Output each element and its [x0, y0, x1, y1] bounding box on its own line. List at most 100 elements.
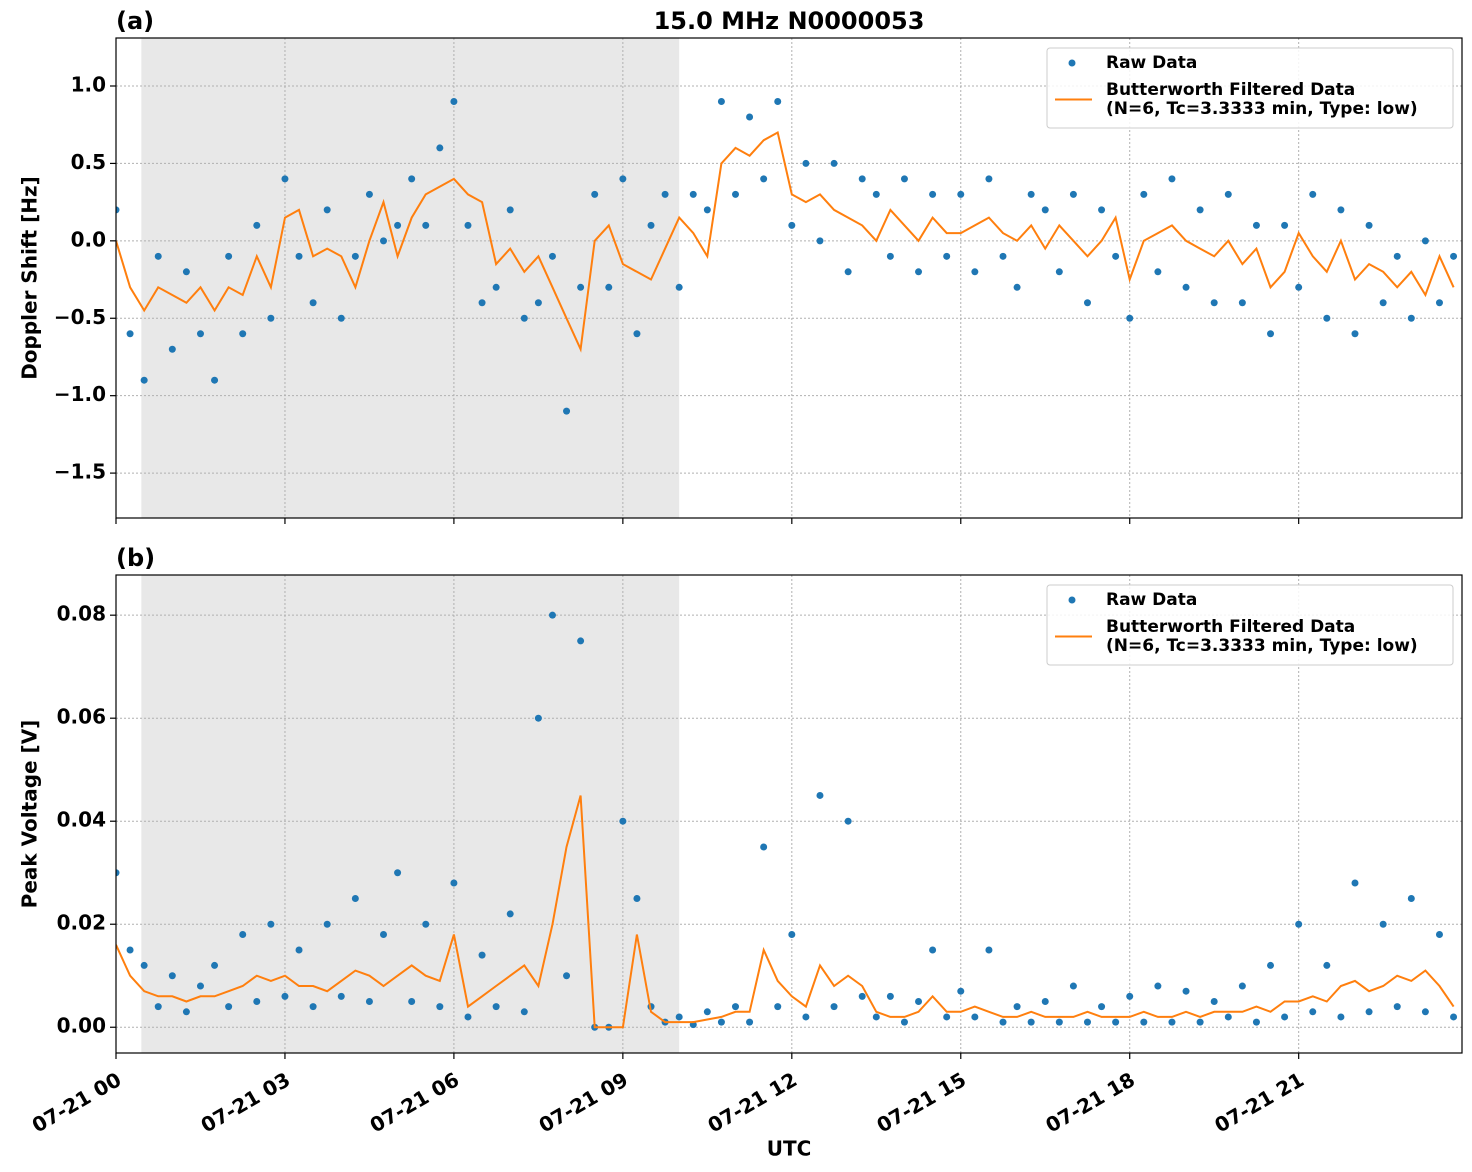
raw-point — [802, 1013, 810, 1021]
raw-point — [295, 946, 303, 954]
raw-point — [1027, 1018, 1035, 1026]
raw-point — [1154, 268, 1162, 276]
y-tick-label: 0.06 — [57, 705, 106, 729]
raw-point — [957, 987, 965, 995]
raw-point — [1140, 190, 1148, 198]
raw-point — [619, 175, 627, 183]
x-tick-label: 07-21 21 — [1210, 1067, 1308, 1137]
legend-label: Raw Data — [1106, 53, 1197, 73]
raw-point — [1365, 221, 1373, 229]
raw-point — [1126, 992, 1134, 1000]
x-tick-label: 07-21 15 — [872, 1067, 970, 1137]
raw-point — [450, 97, 458, 105]
raw-point — [1323, 314, 1331, 322]
raw-point — [844, 817, 852, 825]
raw-point — [281, 992, 289, 1000]
raw-point — [478, 951, 486, 959]
raw-point — [1351, 879, 1359, 887]
raw-point — [1041, 997, 1049, 1005]
raw-point — [1154, 982, 1162, 990]
raw-point — [225, 252, 233, 260]
raw-point — [295, 252, 303, 260]
raw-point — [1407, 314, 1415, 322]
raw-point — [1435, 931, 1443, 939]
raw-point — [985, 946, 993, 954]
raw-point — [116, 869, 120, 877]
raw-point — [492, 283, 500, 291]
raw-point — [675, 1013, 683, 1021]
raw-point — [675, 283, 683, 291]
raw-point — [957, 190, 965, 198]
x-tick-label: 07-21 03 — [197, 1067, 295, 1137]
raw-point — [267, 314, 275, 322]
raw-point — [703, 206, 711, 214]
raw-point — [380, 931, 388, 939]
raw-point — [239, 330, 247, 338]
raw-point — [1098, 206, 1106, 214]
raw-point — [1435, 299, 1443, 307]
raw-point — [872, 190, 880, 198]
raw-point — [1351, 330, 1359, 338]
y-tick-label: 0.00 — [57, 1014, 106, 1038]
raw-point — [746, 113, 754, 121]
raw-point — [1238, 982, 1246, 990]
raw-point — [731, 190, 739, 198]
x-tick-label: 07-21 06 — [366, 1067, 464, 1137]
raw-point — [1281, 221, 1289, 229]
y-tick-label: 0.5 — [71, 150, 106, 174]
raw-point — [647, 221, 655, 229]
raw-point — [211, 961, 219, 969]
raw-point — [1252, 221, 1260, 229]
raw-point — [1224, 190, 1232, 198]
y-tick-label: 1.0 — [71, 73, 106, 97]
panel-label: (a) — [116, 7, 154, 35]
x-axis-label: UTC — [767, 1137, 812, 1161]
raw-point — [211, 376, 219, 384]
axes-frame — [115, 574, 1463, 1054]
raw-point — [267, 920, 275, 928]
raw-point — [436, 144, 444, 152]
raw-point — [929, 190, 937, 198]
raw-point — [1013, 283, 1021, 291]
panel-label: (b) — [116, 544, 155, 572]
raw-point — [577, 637, 585, 645]
raw-point — [253, 221, 261, 229]
raw-point — [1393, 1003, 1401, 1011]
raw-point — [929, 946, 937, 954]
raw-point — [196, 330, 204, 338]
raw-point — [1379, 299, 1387, 307]
raw-point — [225, 1003, 233, 1011]
raw-point — [351, 894, 359, 902]
filtered-line — [116, 130, 1455, 353]
raw-point — [1069, 190, 1077, 198]
raw-point — [492, 1003, 500, 1011]
raw-point — [619, 817, 627, 825]
raw-point — [337, 992, 345, 1000]
raw-point — [365, 190, 373, 198]
raw-point — [943, 252, 951, 260]
raw-point — [661, 190, 669, 198]
x-tick-label: 07-21 00 — [28, 1067, 126, 1137]
raw-point — [1112, 1018, 1120, 1026]
y-axis-label: Peak Voltage [V] — [18, 720, 42, 909]
raw-point — [1267, 961, 1275, 969]
raw-point — [309, 299, 317, 307]
raw-point — [464, 1013, 472, 1021]
raw-point — [534, 714, 542, 722]
legend-label: Butterworth Filtered Data (N=6, Tc=3.3333… — [1106, 617, 1418, 656]
raw-point — [1393, 252, 1401, 260]
raw-point — [802, 159, 810, 167]
raw-point — [844, 268, 852, 276]
filtered-line — [116, 795, 1455, 1029]
raw-point — [1295, 283, 1303, 291]
y-tick-label: 0.08 — [57, 602, 106, 626]
raw-point — [943, 1013, 951, 1021]
raw-point — [478, 299, 486, 307]
raw-point — [886, 252, 894, 260]
raw-point — [1041, 206, 1049, 214]
raw-point — [1069, 982, 1077, 990]
raw-point — [408, 997, 416, 1005]
raw-point — [900, 1018, 908, 1026]
raw-point — [731, 1003, 739, 1011]
